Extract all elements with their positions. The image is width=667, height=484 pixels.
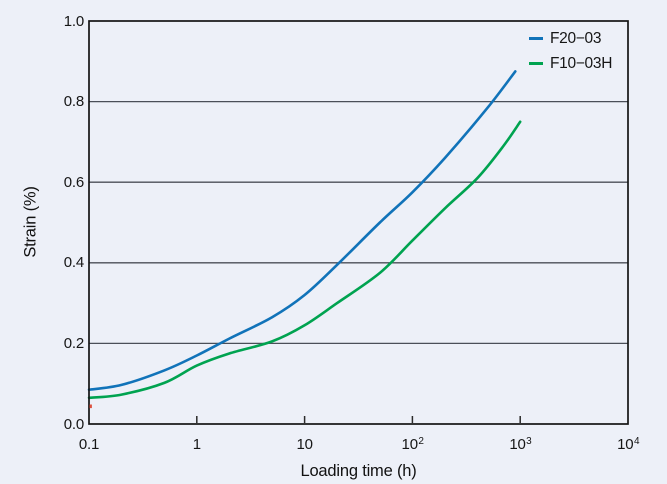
x-tick-label: 10 — [296, 436, 313, 453]
y-tick-label: 1.0 — [63, 12, 84, 30]
stray-red-mark — [89, 404, 92, 409]
y-tick-label: 0.4 — [63, 254, 84, 272]
series-line-F20−03 — [87, 70, 517, 391]
x-tick-label: 102 — [401, 436, 424, 453]
series-curves — [87, 70, 522, 400]
y-tick-label: 0.2 — [63, 334, 84, 352]
legend-marker-icon — [529, 37, 543, 40]
legend-label: F10−03H — [550, 55, 613, 72]
legend: F20−03 F10−03H — [529, 26, 612, 76]
x-tick-label: 103 — [509, 436, 532, 453]
legend-item: F20−03 — [529, 26, 612, 51]
series-line-F10−03H — [87, 120, 522, 400]
legend-item: F10−03H — [529, 51, 612, 76]
legend-label: F20−03 — [550, 30, 602, 47]
x-axis-title: Loading time (h) — [300, 462, 417, 480]
y-tick-label: 0.6 — [63, 173, 84, 191]
x-tick-label: 1 — [192, 436, 201, 453]
plot-frame — [88, 20, 629, 425]
y-axis-title: Strain (%) — [21, 186, 40, 258]
x-tick-label: 104 — [617, 436, 640, 453]
y-tick-label: 0.0 — [63, 415, 84, 433]
frame-rect — [88, 20, 629, 425]
x-axis-ticks — [196, 416, 521, 423]
y-tick-label: 0.8 — [63, 93, 84, 111]
legend-marker-icon — [529, 62, 543, 65]
x-tick-label: 0.1 — [78, 436, 100, 453]
gridlines — [89, 100, 628, 345]
